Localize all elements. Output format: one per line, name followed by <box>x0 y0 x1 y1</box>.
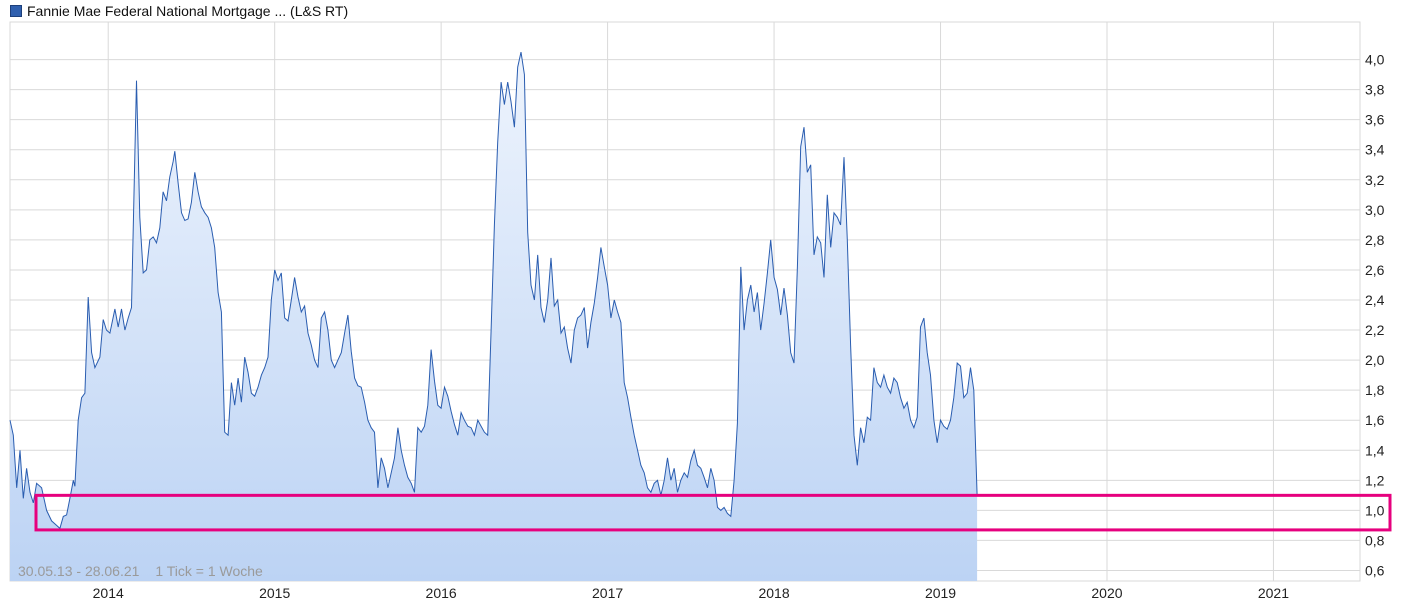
x-tick-label: 2015 <box>259 585 290 601</box>
y-axis-ticks: 0,6 0,8 1,0 1,2 1,4 1,6 1,8 2,0 2,2 2,4 2,6 2,8 3,0 3… <box>1365 52 1385 579</box>
y-tick-label: 3,0 <box>1365 202 1385 218</box>
y-tick-label: 1,0 <box>1365 502 1385 518</box>
date-range-label: 30.05.13 - 28.06.21 1 Tick = 1 Woche <box>18 563 263 579</box>
x-tick-label: 2020 <box>1091 585 1122 601</box>
x-tick-label: 2014 <box>93 585 124 601</box>
y-tick-label: 1,8 <box>1365 382 1385 398</box>
legend-swatch <box>10 5 22 17</box>
y-tick-label: 2,0 <box>1365 352 1385 368</box>
y-tick-label: 0,8 <box>1365 532 1385 548</box>
price-line <box>9 51 978 530</box>
y-tick-label: 2,6 <box>1365 262 1385 278</box>
x-tick-label: 2019 <box>925 585 956 601</box>
price-area <box>10 52 978 582</box>
x-axis-ticks: 2014 2015 2016 2017 2018 2019 2020 2021 <box>93 585 1290 601</box>
tick-interval: 1 Tick = 1 Woche <box>155 563 263 579</box>
x-tick-label: 2021 <box>1258 585 1289 601</box>
x-tick-label: 2017 <box>592 585 623 601</box>
y-tick-label: 2,4 <box>1365 292 1385 308</box>
y-tick-label: 3,4 <box>1365 142 1385 158</box>
y-tick-label: 1,4 <box>1365 442 1385 458</box>
y-tick-label: 1,2 <box>1365 472 1385 488</box>
y-tick-label: 2,8 <box>1365 232 1385 248</box>
y-tick-label: 3,2 <box>1365 172 1385 188</box>
x-tick-label: 2018 <box>758 585 789 601</box>
y-tick-label: 4,0 <box>1365 52 1385 68</box>
y-tick-label: 1,6 <box>1365 412 1385 428</box>
date-range: 30.05.13 - 28.06.21 <box>18 563 140 579</box>
highlight-box <box>34 493 1392 532</box>
y-tick-label: 0,6 <box>1365 562 1385 578</box>
legend: Fannie Mae Federal National Mortgage ...… <box>10 2 348 20</box>
y-tick-label: 3,8 <box>1365 82 1385 98</box>
legend-series-name: Fannie Mae Federal National Mortgage ...… <box>27 3 349 19</box>
y-tick-label: 3,6 <box>1365 112 1385 128</box>
x-tick-label: 2016 <box>426 585 457 601</box>
y-tick-label: 2,2 <box>1365 322 1385 338</box>
